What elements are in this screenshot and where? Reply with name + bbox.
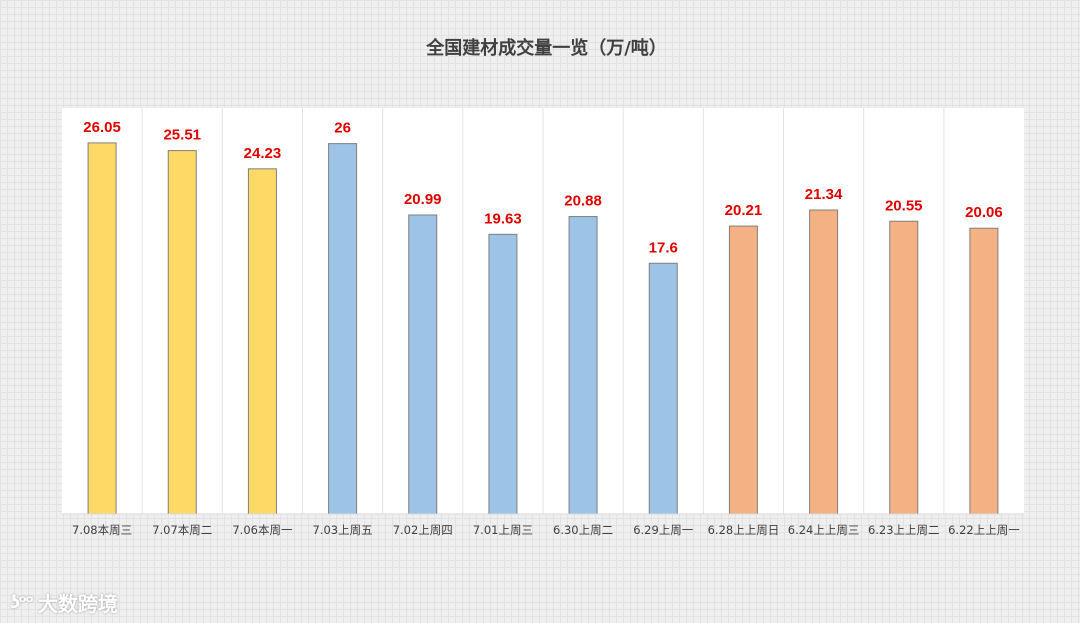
data-label: 19.63 — [484, 210, 522, 227]
chart-title: 全国建材成交量一览（万/吨） — [426, 38, 667, 59]
bar — [568, 216, 598, 515]
bar — [728, 225, 758, 515]
bar — [167, 150, 197, 515]
data-label: 20.21 — [725, 202, 763, 219]
x-tick-label: 6.29上周一 — [633, 523, 694, 537]
bar — [488, 233, 518, 515]
bars — [87, 142, 999, 515]
watermark-text: 大数跨境 — [37, 592, 118, 616]
value-labels: 26.05 25.51 24.23 26 20.99 19.63 20.88 17.6 20.2… — [83, 119, 1002, 256]
bar — [648, 262, 678, 515]
bar — [328, 143, 358, 515]
x-tick-label: 7.03上周五 — [313, 523, 373, 537]
brand-logo-icon: ʖᵒᵒ — [10, 592, 34, 613]
bar — [87, 142, 117, 515]
x-tick-label: 7.08本周三 — [72, 523, 132, 537]
x-tick-label: 6.24上上周三 — [788, 523, 860, 537]
x-tick-label: 7.02上周四 — [393, 523, 453, 537]
x-tick-label: 7.06本周一 — [232, 523, 293, 537]
data-label: 26.05 — [83, 119, 121, 136]
data-label: 24.23 — [244, 145, 282, 162]
x-tick-labels: 7.08本周三 7.07本周二 7.06本周一 7.03上周五 7.02上周四 7.01上… — [72, 523, 1020, 537]
bar — [247, 168, 277, 515]
category-separators — [141, 108, 945, 514]
bar — [889, 220, 919, 515]
x-tick-label: 7.01上周三 — [473, 523, 533, 537]
data-label: 17.6 — [649, 239, 678, 256]
data-label: 20.99 — [404, 191, 442, 208]
data-label: 21.34 — [805, 186, 843, 203]
data-label: 20.06 — [965, 204, 1003, 221]
x-tick-label: 7.07本周二 — [152, 523, 212, 537]
data-label: 26 — [334, 120, 351, 137]
bar — [969, 227, 999, 515]
x-tick-label: 6.28上上周日 — [708, 523, 780, 537]
data-label: 20.88 — [564, 193, 602, 210]
x-tick-label: 6.22上上周一 — [948, 523, 1020, 537]
x-tick-label: 6.30上周二 — [553, 523, 613, 537]
data-label: 20.55 — [885, 197, 923, 214]
x-tick-label: 6.23上上周二 — [868, 523, 940, 537]
data-label: 25.51 — [163, 127, 201, 144]
bar — [809, 209, 839, 515]
watermark: ʖᵒᵒ 大数跨境 — [10, 588, 118, 617]
bar — [408, 214, 438, 515]
